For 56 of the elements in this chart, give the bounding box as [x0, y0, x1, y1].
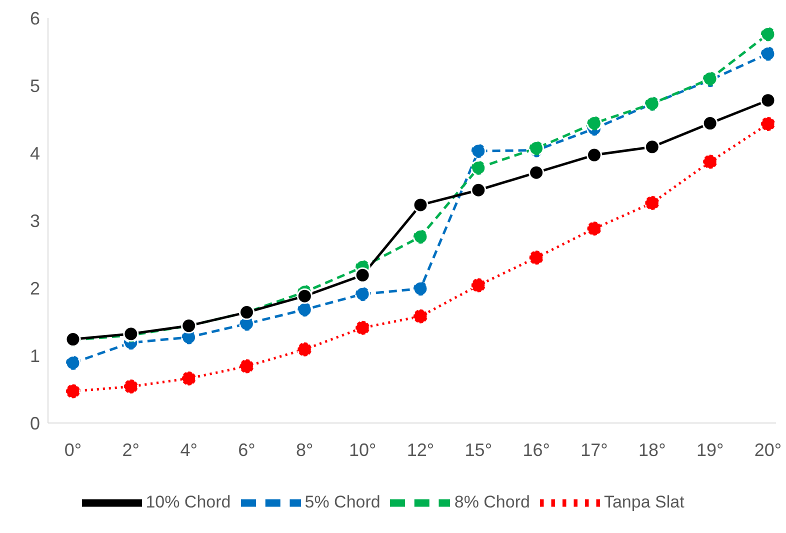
point [586, 116, 602, 132]
point [65, 384, 81, 400]
point [586, 147, 602, 163]
x-tick-label: 20° [754, 440, 782, 460]
y-tick-label: 1 [30, 346, 40, 366]
y-tick-label: 2 [30, 278, 40, 298]
point [702, 154, 718, 170]
x-tick-label: 16° [522, 440, 550, 460]
point [296, 288, 312, 304]
point [760, 26, 776, 42]
point [65, 355, 81, 371]
legend-label: 8% Chord [454, 492, 530, 512]
x-tick-label: 0° [64, 440, 82, 460]
point [702, 116, 718, 132]
point [528, 250, 544, 266]
x-tick-label: 10° [348, 440, 376, 460]
point [412, 280, 428, 296]
legend-label: Tanpa Slat [604, 492, 684, 512]
point [760, 116, 776, 132]
point [470, 182, 486, 198]
x-tick-label: 19° [696, 440, 724, 460]
point [354, 267, 370, 283]
point [296, 302, 312, 318]
x-tick-label: 12° [406, 440, 434, 460]
point [528, 164, 544, 180]
point [470, 160, 486, 176]
legend-label: 5% Chord [304, 492, 380, 512]
y-tick-label: 3 [30, 210, 40, 231]
point [644, 139, 660, 155]
x-tick-label: 18° [638, 440, 666, 460]
point [760, 92, 776, 108]
x-tick-label: 4° [180, 440, 198, 460]
point [412, 197, 428, 213]
point [412, 228, 428, 244]
point [470, 278, 486, 294]
point [354, 286, 370, 302]
x-tick-label: 8° [296, 440, 314, 460]
y-tick-label: 0 [30, 413, 40, 434]
point [760, 46, 776, 62]
point [354, 320, 370, 336]
point [123, 378, 139, 394]
y-tick-label: 4 [30, 143, 40, 164]
point [181, 370, 197, 386]
x-tick-label: 2° [122, 440, 140, 460]
point [412, 308, 428, 324]
x-tick-label: 17° [580, 440, 608, 460]
point [586, 220, 602, 236]
y-tick-label: 5 [30, 76, 40, 96]
x-tick-label: 6° [238, 440, 256, 460]
x-tick-label: 15° [464, 440, 492, 460]
point [296, 342, 312, 358]
point [239, 358, 254, 374]
legend-label: 10% Chord [146, 492, 231, 512]
y-tick-label: 6 [30, 8, 40, 28]
point [470, 143, 486, 159]
point [644, 195, 660, 211]
